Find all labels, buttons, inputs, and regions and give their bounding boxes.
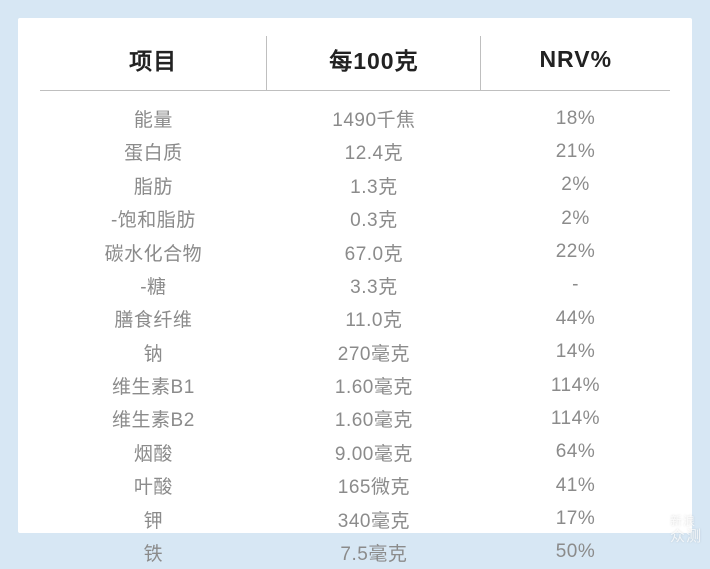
cell-per100g: 1490千焦 <box>267 91 481 136</box>
cell-item: 脂肪 <box>40 169 267 202</box>
watermark: 新浪 众测 <box>670 515 702 545</box>
cell-nrv: 41% <box>481 469 670 502</box>
table-row: 蛋白质12.4克21% <box>40 135 670 168</box>
table-row: 能量1490千焦18% <box>40 91 670 136</box>
nutrition-card: 项目 每100克 NRV% 能量1490千焦18% 蛋白质12.4克21% 脂肪… <box>18 18 692 533</box>
cell-per100g: 3.3克 <box>267 269 481 302</box>
cell-nrv: 114% <box>481 369 670 402</box>
table-row: 钠270毫克14% <box>40 335 670 368</box>
nutrition-table: 项目 每100克 NRV% 能量1490千焦18% 蛋白质12.4克21% 脂肪… <box>40 36 670 569</box>
cell-nrv: 14% <box>481 335 670 368</box>
cell-item: 维生素B1 <box>40 369 267 402</box>
cell-nrv: 64% <box>481 436 670 469</box>
cell-nrv: 44% <box>481 302 670 335</box>
cell-nrv: 114% <box>481 402 670 435</box>
watermark-line1: 新浪 <box>670 515 702 528</box>
cell-item: 能量 <box>40 91 267 136</box>
cell-item: 叶酸 <box>40 469 267 502</box>
table-row: 叶酸165微克41% <box>40 469 670 502</box>
cell-item: 钠 <box>40 335 267 368</box>
cell-nrv: 22% <box>481 235 670 268</box>
cell-per100g: 1.60毫克 <box>267 402 481 435</box>
table-row: 烟酸9.00毫克64% <box>40 436 670 469</box>
watermark-line2: 众测 <box>670 529 702 546</box>
cell-per100g: 1.60毫克 <box>267 369 481 402</box>
cell-nrv: 21% <box>481 135 670 168</box>
table-row: -糖3.3克- <box>40 269 670 302</box>
cell-nrv: 50% <box>481 536 670 569</box>
cell-per100g: 270毫克 <box>267 335 481 368</box>
table-header-row: 项目 每100克 NRV% <box>40 36 670 91</box>
cell-nrv: 18% <box>481 91 670 136</box>
cell-item: -饱和脂肪 <box>40 202 267 235</box>
cell-item: 碳水化合物 <box>40 235 267 268</box>
table-row: 膳食纤维11.0克44% <box>40 302 670 335</box>
table-row: 碳水化合物67.0克22% <box>40 235 670 268</box>
cell-item: 蛋白质 <box>40 135 267 168</box>
cell-per100g: 67.0克 <box>267 235 481 268</box>
cell-nrv: 2% <box>481 169 670 202</box>
table-row: -饱和脂肪0.3克2% <box>40 202 670 235</box>
table-row: 钾340毫克17% <box>40 502 670 535</box>
cell-item: 铁 <box>40 536 267 569</box>
col-header-nrv: NRV% <box>481 36 670 91</box>
cell-nrv: - <box>481 269 670 302</box>
cell-item: 烟酸 <box>40 436 267 469</box>
cell-per100g: 7.5毫克 <box>267 536 481 569</box>
cell-item: 维生素B2 <box>40 402 267 435</box>
cell-nrv: 2% <box>481 202 670 235</box>
table-row: 维生素B11.60毫克114% <box>40 369 670 402</box>
cell-per100g: 12.4克 <box>267 135 481 168</box>
cell-per100g: 0.3克 <box>267 202 481 235</box>
table-row: 铁7.5毫克50% <box>40 536 670 569</box>
cell-per100g: 11.0克 <box>267 302 481 335</box>
col-header-item: 项目 <box>40 36 267 91</box>
cell-item: 钾 <box>40 502 267 535</box>
table-row: 脂肪1.3克2% <box>40 169 670 202</box>
cell-per100g: 340毫克 <box>267 502 481 535</box>
cell-per100g: 9.00毫克 <box>267 436 481 469</box>
cell-item: 膳食纤维 <box>40 302 267 335</box>
cell-nrv: 17% <box>481 502 670 535</box>
table-body: 能量1490千焦18% 蛋白质12.4克21% 脂肪1.3克2% -饱和脂肪0.… <box>40 91 670 569</box>
cell-item: -糖 <box>40 269 267 302</box>
col-header-per100g: 每100克 <box>267 36 481 91</box>
cell-per100g: 1.3克 <box>267 169 481 202</box>
table-row: 维生素B21.60毫克114% <box>40 402 670 435</box>
cell-per100g: 165微克 <box>267 469 481 502</box>
